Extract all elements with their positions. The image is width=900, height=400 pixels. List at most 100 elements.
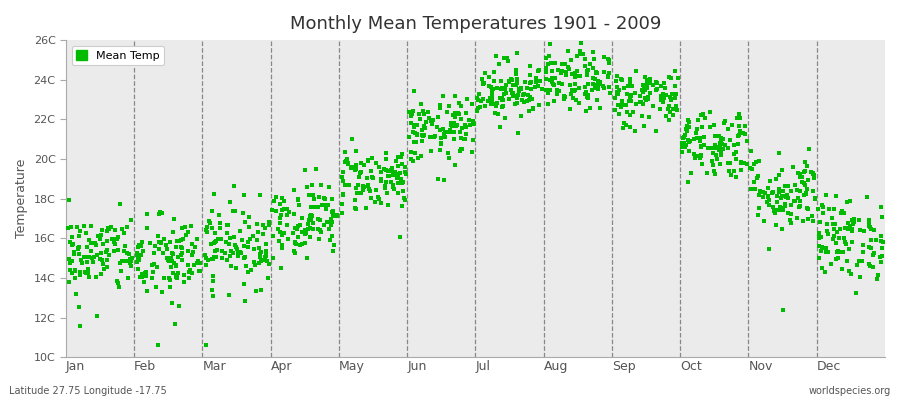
Point: [322, 226, 337, 232]
Point: [449, 122, 464, 128]
Point: [238, 262, 253, 269]
Point: [379, 155, 393, 162]
Point: [578, 56, 592, 62]
Point: [847, 219, 861, 225]
Point: [252, 245, 266, 251]
Point: [145, 275, 159, 281]
Point: [142, 240, 157, 246]
Point: [379, 166, 393, 173]
Point: [305, 182, 320, 189]
Point: [841, 220, 855, 226]
Point: [398, 169, 412, 175]
Point: [348, 167, 363, 174]
Point: [170, 272, 184, 278]
Point: [205, 256, 220, 262]
Point: [852, 227, 867, 233]
Point: [617, 102, 632, 108]
Point: [692, 154, 706, 161]
Point: [765, 190, 779, 196]
Point: [70, 246, 85, 252]
Point: [845, 226, 859, 232]
Point: [153, 239, 167, 245]
Point: [611, 102, 625, 108]
Point: [199, 227, 213, 233]
Point: [356, 184, 371, 190]
Point: [669, 102, 683, 109]
Point: [800, 186, 814, 192]
Point: [168, 262, 183, 268]
Point: [819, 192, 833, 198]
Point: [484, 101, 499, 107]
Point: [201, 257, 215, 264]
Point: [267, 198, 282, 204]
Point: [750, 174, 764, 181]
Point: [708, 152, 723, 158]
Point: [379, 150, 393, 156]
Point: [812, 242, 826, 249]
Point: [65, 257, 79, 264]
Point: [314, 228, 328, 235]
Point: [837, 239, 851, 246]
Point: [501, 78, 516, 84]
Point: [516, 92, 530, 98]
Point: [302, 191, 317, 198]
Point: [292, 196, 306, 202]
Point: [229, 244, 243, 250]
Point: [518, 78, 532, 85]
Point: [93, 236, 107, 242]
Point: [341, 161, 356, 168]
Point: [668, 83, 682, 89]
Point: [105, 236, 120, 242]
Point: [530, 68, 544, 75]
Point: [624, 92, 638, 98]
Point: [539, 69, 554, 75]
Point: [65, 242, 79, 248]
Point: [638, 74, 652, 80]
Point: [172, 238, 186, 245]
Point: [831, 255, 845, 261]
Point: [410, 122, 424, 128]
Point: [509, 50, 524, 56]
Point: [563, 91, 578, 98]
Point: [451, 110, 465, 116]
Point: [474, 76, 489, 82]
Point: [168, 263, 183, 270]
Point: [525, 96, 539, 102]
Point: [140, 268, 154, 275]
Point: [273, 229, 287, 235]
Point: [798, 158, 813, 165]
Point: [379, 178, 393, 185]
Point: [626, 109, 640, 115]
Point: [623, 92, 637, 98]
Point: [747, 179, 761, 186]
Point: [523, 86, 537, 92]
Point: [772, 186, 787, 192]
Point: [176, 225, 190, 231]
Point: [874, 259, 888, 266]
Legend: Mean Temp: Mean Temp: [71, 46, 164, 65]
Point: [658, 85, 672, 91]
Point: [120, 224, 134, 230]
Point: [133, 274, 148, 280]
Point: [394, 176, 409, 182]
Point: [808, 195, 823, 202]
Point: [735, 130, 750, 136]
Point: [347, 205, 362, 212]
Point: [426, 117, 440, 124]
Point: [82, 236, 96, 243]
Point: [727, 142, 742, 148]
Point: [287, 239, 302, 245]
Point: [846, 221, 860, 228]
Point: [784, 220, 798, 226]
Point: [819, 248, 833, 255]
Point: [601, 70, 616, 76]
Point: [845, 239, 859, 245]
Point: [570, 68, 584, 74]
Point: [812, 255, 826, 262]
Point: [505, 90, 519, 96]
Point: [845, 228, 859, 234]
Point: [771, 189, 786, 195]
Point: [169, 274, 184, 281]
Point: [690, 153, 705, 159]
Point: [249, 288, 264, 294]
